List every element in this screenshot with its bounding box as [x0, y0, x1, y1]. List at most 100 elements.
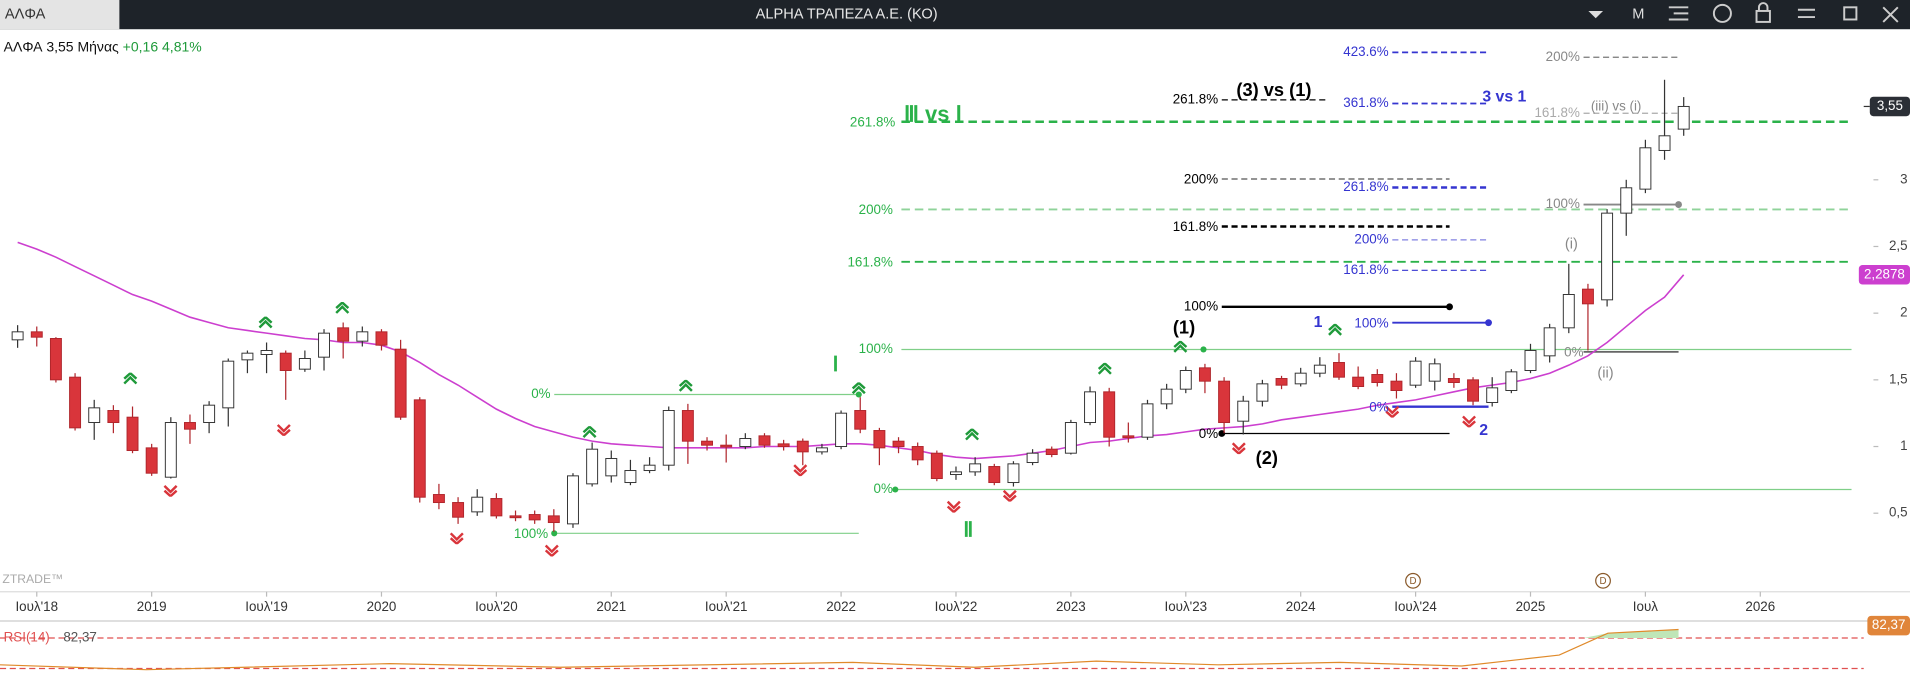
candle-body [184, 422, 196, 430]
candle-body [969, 463, 982, 473]
annotation: 161.8% [847, 255, 892, 270]
candle-body [107, 410, 120, 424]
header-title: ALPHA ΤΡΑΠΕΖΑ Α.Ε. (ΚΟ) [756, 6, 938, 22]
candle-body [298, 358, 311, 370]
annotation: 261.8% [850, 115, 895, 130]
moving-average [17, 241, 1685, 460]
candle-body [126, 416, 139, 452]
plot-area: 0,5 1 1,5 2 2,5 3 Ιουλ'18 2019 Ιουλ'19 2020 Ιουλ'2… [11, 44, 1910, 636]
list-icon[interactable] [1668, 6, 1689, 21]
candle-body [1007, 463, 1020, 484]
event-marker[interactable] [1595, 572, 1611, 589]
annotation: Ⅱ [963, 518, 973, 541]
candle-body [586, 448, 599, 485]
candle-body [49, 338, 62, 381]
annotation: 161.8% [1343, 262, 1388, 277]
watermark: ZTRADE™ [2, 572, 63, 586]
x-tick-label: Ιουλ'22 [935, 599, 978, 614]
fib-point [1218, 430, 1226, 437]
quote-icon[interactable] [1712, 3, 1732, 23]
event-marker[interactable] [1405, 572, 1421, 589]
hamburger-icon[interactable] [1797, 8, 1815, 19]
symbol-input[interactable]: ΑΛΦΑ [5, 6, 46, 22]
annotation: 200% [859, 202, 893, 217]
candle-body [950, 471, 962, 476]
annotation: (i) [1565, 237, 1578, 253]
candle-body [911, 446, 924, 461]
candle-body [1294, 372, 1307, 385]
candle-body [777, 443, 790, 448]
event-label: D [1409, 576, 1416, 587]
x-tick-label: 2023 [1056, 599, 1086, 614]
candle-body [1543, 327, 1556, 357]
candle-body [1658, 135, 1671, 151]
toolbar-icons[interactable] [1668, 2, 1899, 23]
y-tick-label: 3 [1900, 171, 1907, 186]
candle-body [930, 452, 943, 480]
ma-label: 2,2878 [1864, 266, 1905, 281]
menu-button[interactable]: M [1632, 6, 1644, 22]
candle-body [1218, 380, 1231, 424]
candle-body [30, 331, 43, 338]
quote-symbol: ΑΛΦΑ [4, 38, 43, 54]
rsi-overbought-fill [1583, 629, 1679, 639]
event-label: D [1600, 576, 1607, 587]
fib-point [1446, 303, 1453, 311]
candle-body [1524, 350, 1537, 371]
annotation: 161.8% [1173, 219, 1218, 234]
symbol-box[interactable] [0, 0, 120, 30]
candle-body [739, 438, 752, 448]
candle-body [490, 498, 503, 517]
candle-body [815, 447, 828, 453]
annotation: (ii) [1597, 366, 1613, 382]
candle-body [1045, 448, 1058, 456]
candle-body [1313, 364, 1326, 374]
close-icon[interactable] [1882, 6, 1899, 23]
x-tick-label: Ιουλ'24 [1394, 599, 1437, 614]
annotation: 261.8% [1343, 179, 1388, 194]
lock-icon[interactable] [1755, 9, 1771, 23]
candle-body [318, 332, 330, 358]
x-tick-label: Ιουλ'21 [705, 599, 748, 614]
fib-lines-green [551, 120, 1852, 537]
candle-body [547, 515, 560, 524]
fib-point [551, 530, 558, 537]
annotation: 361.8% [1343, 95, 1388, 110]
candle-body [1428, 363, 1441, 382]
x-tick-label: 2021 [596, 599, 626, 614]
x-tick-label: Ιουλ'19 [245, 599, 288, 614]
candle-body [145, 447, 158, 474]
candle-body [413, 399, 426, 498]
x-tick-label: Ιουλ'18 [15, 599, 58, 614]
quote-period: Μήνας [77, 38, 119, 54]
fib-point [1200, 346, 1207, 353]
annotation: (2) [1256, 447, 1278, 468]
x-tick-label: 2026 [1745, 599, 1775, 614]
last-price-label: 3,55 [1877, 98, 1903, 113]
candle-body [509, 515, 522, 519]
candle-body [1390, 380, 1403, 391]
candle-body [164, 422, 177, 478]
candle-body [1352, 376, 1365, 387]
y-tick-label: 1,5 [1889, 371, 1908, 386]
candle-body [1103, 391, 1116, 438]
rsi-value: 82,37 [63, 630, 96, 645]
candle-body [796, 440, 809, 453]
candle-body [203, 404, 216, 424]
fib-lines-black [1218, 99, 1453, 437]
rsi-tag-label: 82,37 [1872, 617, 1905, 632]
dropdown-icon[interactable] [1588, 10, 1604, 19]
candle-body [1122, 435, 1135, 439]
quote-price: 3,55 [46, 38, 73, 54]
y-tick-label: 0,5 [1889, 505, 1908, 520]
candle-body [988, 466, 1001, 484]
fib-point [892, 486, 899, 493]
fib-point [1675, 201, 1682, 208]
window-icon[interactable] [1843, 6, 1858, 21]
candle-body [11, 331, 24, 341]
candle-body [222, 360, 235, 409]
candle-body [701, 440, 713, 446]
annotation: 0% [874, 481, 893, 496]
annotation: 100% [1546, 196, 1580, 211]
